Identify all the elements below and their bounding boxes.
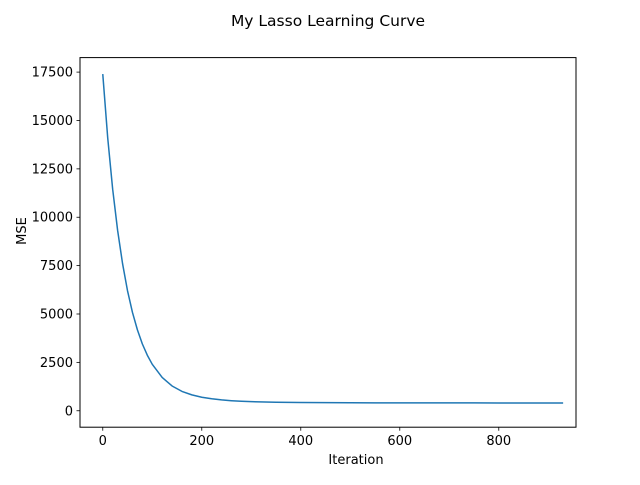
plot-content [102,73,564,404]
y-tick-label: 5000 [40,307,73,322]
x-axis-label: Iteration [328,453,383,468]
y-tick-label: 17500 [32,66,73,81]
y-tick-label: 7500 [40,259,73,274]
series-line-0 [102,73,564,404]
x-tick-label: 200 [189,434,214,449]
y-axis-label: MSE [15,217,30,245]
x-axis: 0 200 400 600 800 [99,427,511,449]
chart-title: My Lasso Learning Curve [231,12,425,30]
y-tick-label: 0 [65,404,73,419]
x-tick-label: 800 [486,434,511,449]
y-tick-label: 12500 [32,162,73,177]
plot-frame [79,57,577,428]
y-tick-label: 10000 [32,211,73,226]
x-tick-label: 400 [288,434,313,449]
y-axis: 0 2500 5000 7500 10000 12500 15000 17500 [32,66,80,419]
y-tick-label: 15000 [32,114,73,129]
x-tick-label: 600 [387,434,412,449]
x-tick-label: 0 [99,434,107,449]
y-tick-label: 2500 [40,356,73,371]
